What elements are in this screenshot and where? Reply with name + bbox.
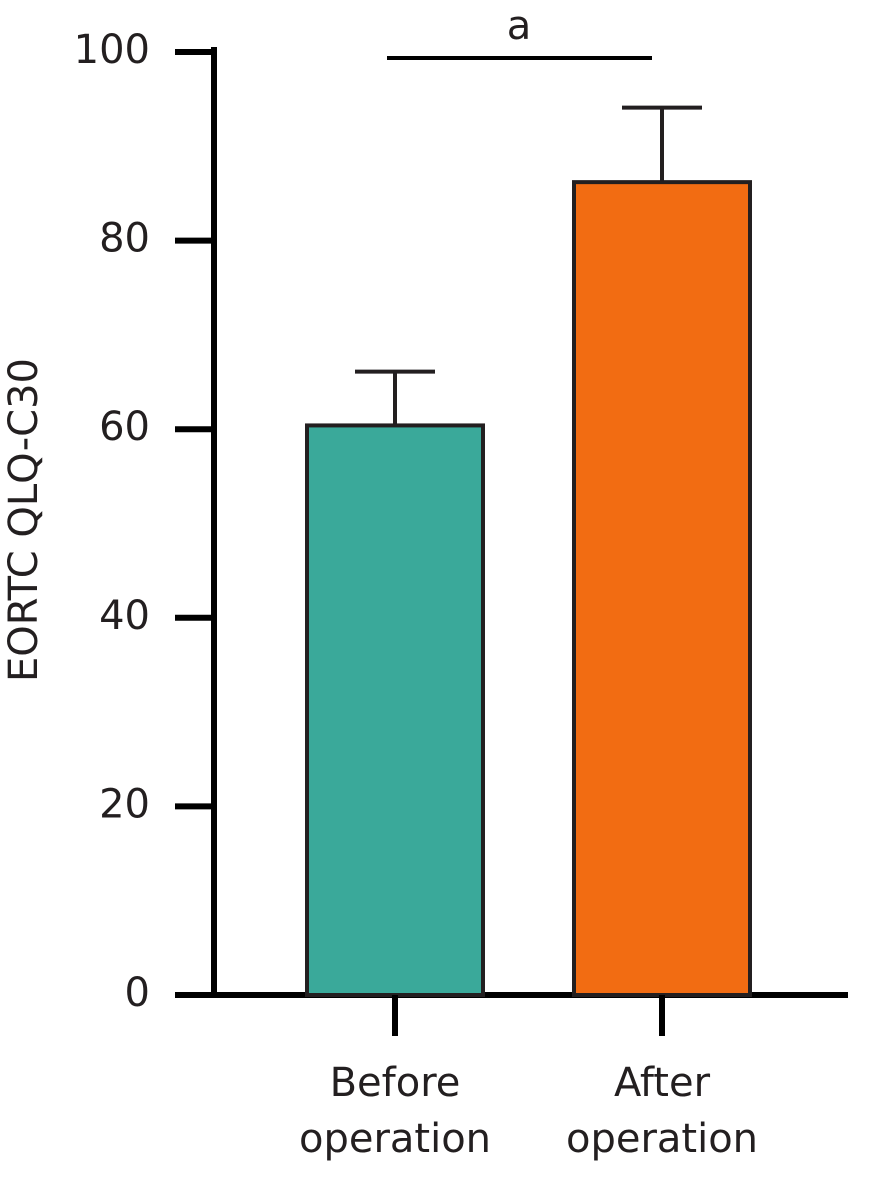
y-tick-label: 80 [99, 216, 150, 262]
y-tick-label: 0 [125, 970, 150, 1016]
x-tick-label: Before operation [299, 1060, 491, 1162]
y-axis-label: EORTC QLQ-C30 [1, 358, 47, 682]
bar [572, 180, 752, 998]
significance-label: a [507, 3, 532, 49]
y-tick-label: 20 [99, 781, 150, 827]
y-tick-label: 100 [74, 27, 150, 73]
y-tick-label: 40 [99, 593, 150, 639]
bar [305, 423, 485, 998]
x-tick-label: After operation [566, 1060, 758, 1162]
y-tick-label: 60 [99, 404, 150, 450]
